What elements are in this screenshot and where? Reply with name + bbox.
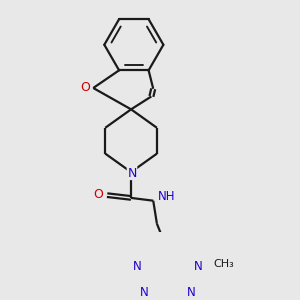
Text: N: N <box>133 260 142 273</box>
Text: NH: NH <box>158 190 175 203</box>
Text: N: N <box>127 167 137 179</box>
Text: N: N <box>194 260 203 273</box>
Text: O: O <box>93 188 103 201</box>
Text: N: N <box>187 286 196 298</box>
Text: N: N <box>140 286 149 298</box>
Text: O: O <box>80 81 90 94</box>
Text: CH₃: CH₃ <box>213 259 234 269</box>
